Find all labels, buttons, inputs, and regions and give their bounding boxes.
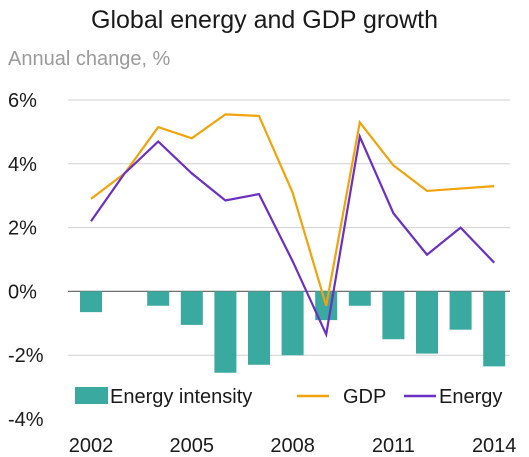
line-gdp — [90, 113, 495, 307]
x-tick-label: 2014 — [472, 435, 517, 457]
bar — [214, 291, 237, 373]
legend-label: Energy — [439, 386, 502, 408]
chart-title: Global energy and GDP growth — [91, 6, 438, 34]
line-energy — [90, 132, 495, 339]
y-tick-label: -2% — [8, 345, 44, 367]
y-tick-label: 2% — [8, 218, 37, 240]
bar — [281, 291, 304, 356]
chart-subtitle: Annual change, % — [8, 48, 171, 70]
x-tick-label: 2002 — [69, 435, 114, 457]
bar — [248, 291, 270, 365]
y-axis-ticks: 6% 4% 2% 0% -2% -4% — [8, 90, 44, 431]
bar — [80, 291, 102, 313]
bar — [147, 291, 170, 306]
bar — [416, 291, 438, 354]
legend-label: Energy intensity — [110, 386, 252, 408]
bar — [348, 291, 371, 306]
legend-label: GDP — [343, 386, 386, 408]
bar — [180, 291, 203, 325]
line-series — [90, 113, 495, 339]
y-tick-label: -4% — [8, 409, 44, 431]
legend: Energy intensity GDP Energy — [75, 386, 502, 408]
legend-swatch-bar — [75, 387, 108, 404]
y-tick-label: 4% — [8, 154, 37, 176]
x-axis-ticks: 2002 2005 2008 2011 2014 — [69, 435, 517, 457]
x-tick-label: 2005 — [170, 435, 215, 457]
y-tick-label: 6% — [8, 90, 37, 112]
bar — [483, 291, 506, 367]
bar-series-energy-intensity — [80, 291, 506, 373]
bar — [382, 291, 405, 340]
y-tick-label: 0% — [8, 281, 37, 303]
x-tick-label: 2008 — [270, 435, 315, 457]
bar — [449, 291, 472, 330]
x-tick-label: 2011 — [372, 435, 415, 457]
